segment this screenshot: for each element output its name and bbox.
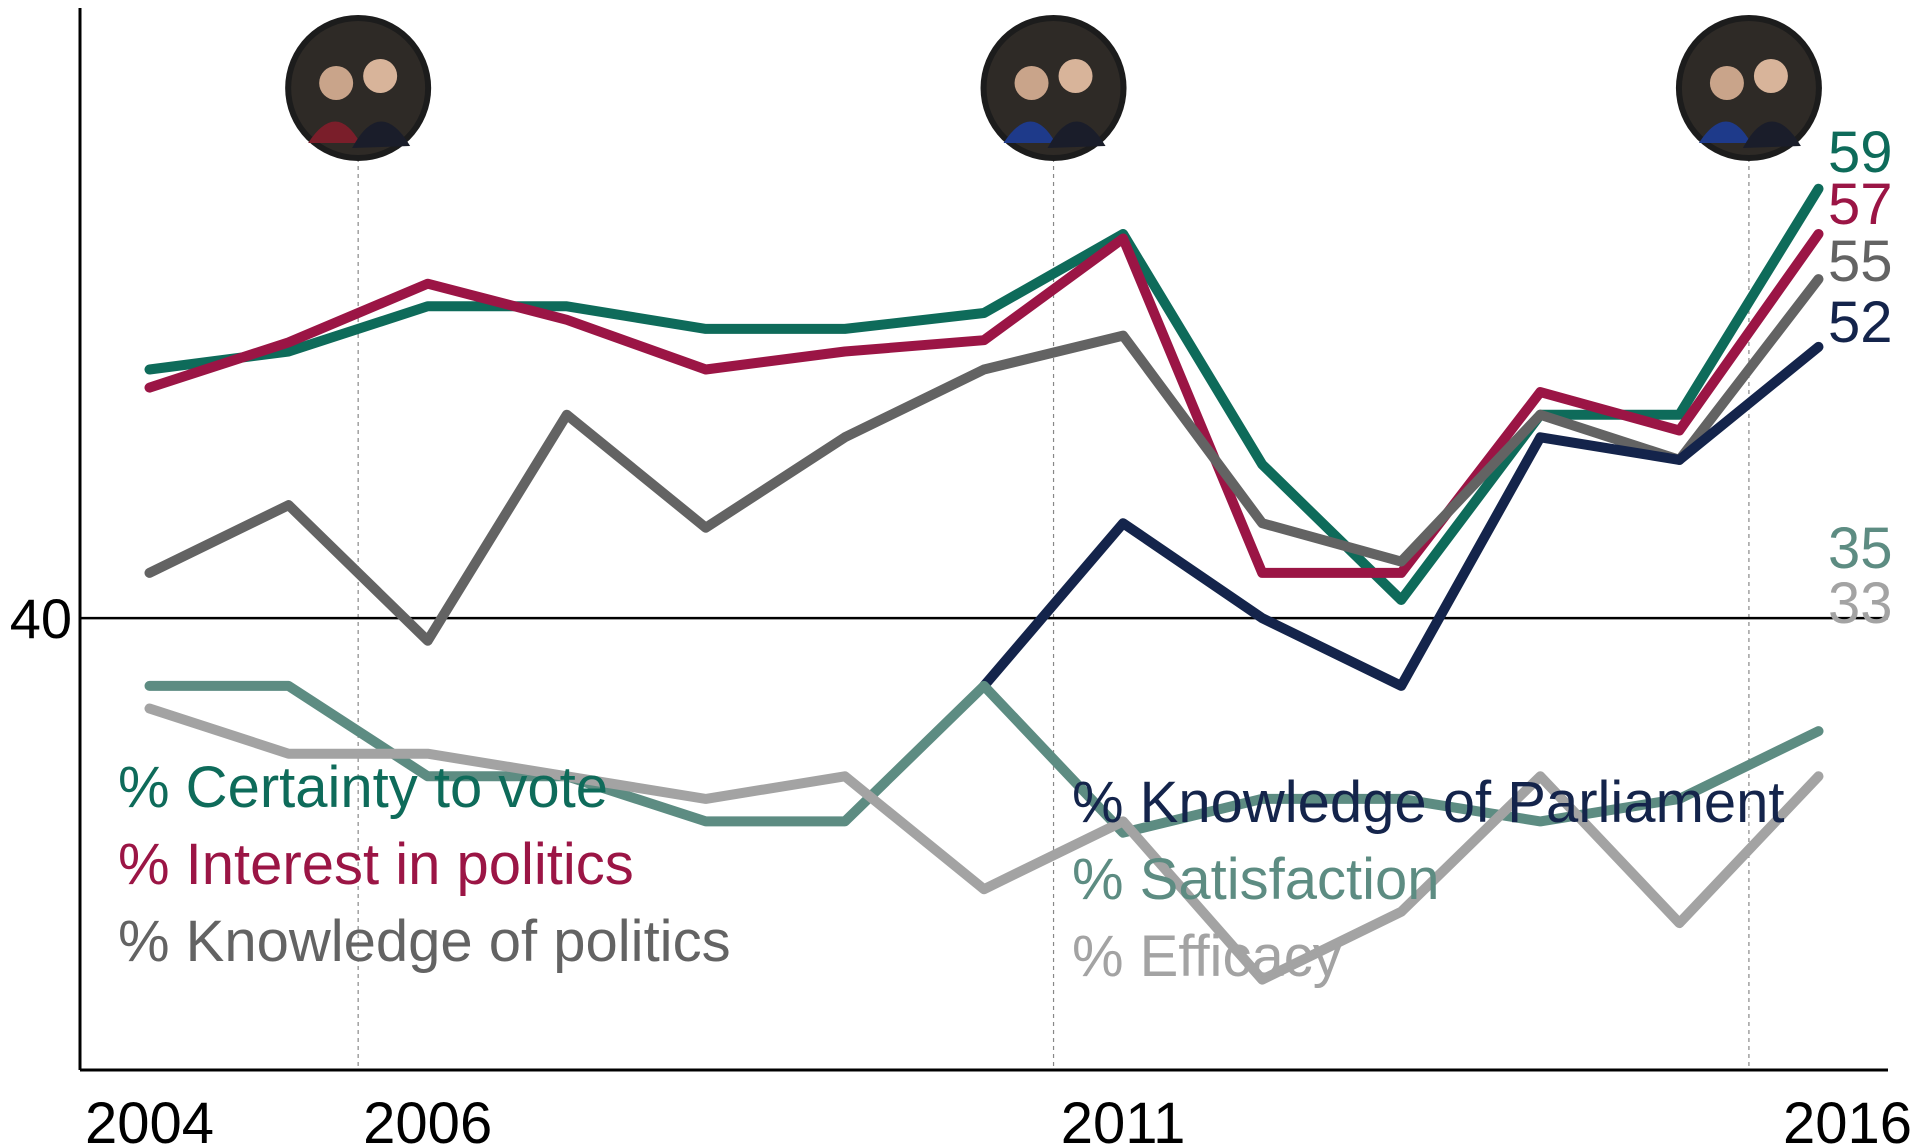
legend-item-certainty-to-vote: % Certainty to vote [118, 755, 608, 820]
end-label-satisfaction: 35 [1828, 516, 1893, 581]
end-label-interest-in-politics: 57 [1828, 172, 1893, 237]
series-line-satisfaction [144, 680, 1824, 838]
couple-photo-icon [980, 15, 1127, 161]
end-label-knowledge-of-politics: 55 [1828, 229, 1893, 294]
x-tick-label-2004: 2004 [85, 1091, 214, 1148]
series-lines [144, 183, 1824, 985]
x-tick-label-2016: 2016 [1783, 1091, 1912, 1148]
legend-item-knowledge-of-politics: % Knowledge of politics [118, 909, 731, 974]
x-tick-labels: 2004 2006 2011 2016 [85, 1091, 1912, 1148]
legend: % Certainty to vote % Interest in politic… [118, 755, 1785, 989]
legend-item-interest-in-politics: % Interest in politics [118, 832, 634, 897]
series-line-knowledge-of-politics [144, 274, 1824, 646]
couple-photo-icon [285, 15, 432, 161]
end-label-knowledge-of-parliament: 52 [1828, 290, 1893, 355]
legend-item-satisfaction: % Satisfaction [1072, 847, 1440, 912]
photo-markers [285, 15, 1822, 161]
couple-photo-icon [1675, 15, 1822, 161]
legend-item-efficacy: % Efficacy [1072, 924, 1342, 989]
x-tick-label-2006: 2006 [363, 1091, 492, 1148]
end-label-certainty-to-vote: 59 [1828, 120, 1893, 185]
series-line-efficacy [144, 703, 1824, 985]
series-line-interest-in-politics [144, 229, 1824, 578]
reference-line-label: 40 [10, 587, 72, 650]
end-label-efficacy: 33 [1828, 571, 1893, 636]
legend-item-knowledge-of-parliament: % Knowledge of Parliament [1072, 770, 1785, 835]
series-line-knowledge-of-parliament [979, 341, 1824, 691]
series-line-certainty-to-vote [144, 183, 1824, 605]
x-tick-label-2011: 2011 [1061, 1091, 1186, 1148]
